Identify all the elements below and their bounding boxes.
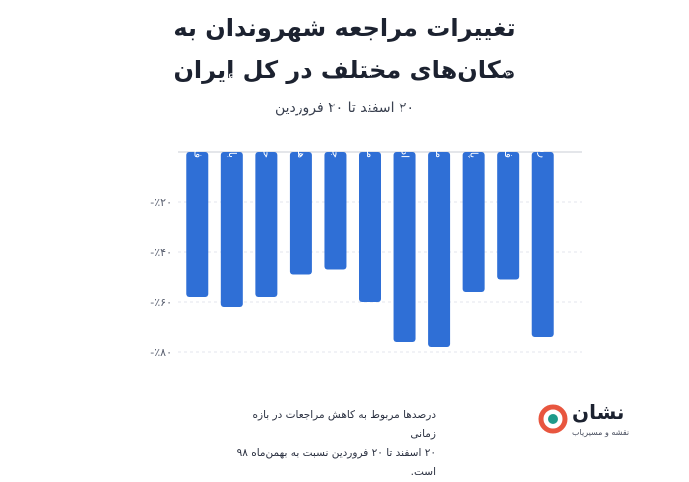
bar (220, 152, 243, 307)
category-label: مراکز خدمات درمانی (364, 65, 376, 158)
brand-name: نشان (572, 400, 625, 424)
brand-tagline: نقشه و مسیریاب (572, 428, 630, 437)
bar (289, 152, 312, 275)
bar (428, 152, 451, 347)
bar (186, 152, 209, 297)
chart-title-line2: مکان‌های مختلف در کل ایران (173, 56, 516, 84)
bar (359, 152, 381, 302)
category-label: هایپرمارکت‌ها (295, 99, 307, 158)
brand-logo: نشان نقشه و مسیریاب (538, 400, 648, 446)
neshan-logo-icon (538, 404, 568, 434)
bar (462, 152, 485, 292)
chart-title-line1: تغییرات مراجعه شهروندان به (173, 14, 516, 42)
bar (324, 152, 347, 270)
category-label: فروشگاه‌ها (191, 110, 204, 158)
category-label: مساجد (433, 128, 445, 158)
category-label: ادارات و سازمان‌ها (399, 76, 411, 158)
chart-subtitle: ۲۰ اسفند تا ۲۰ فروردین (274, 100, 415, 116)
category-label: پارک‌ها (468, 129, 480, 158)
category-label: جایگاه‌های سوخت (329, 80, 342, 158)
y-tick-label: -٪۶۰ (150, 296, 172, 309)
bar-chart: -٪۲۰ -٪۴۰ -٪۶۰ -٪۸۰ فروشگاه‌ها بانک‌ها و خودپ… (150, 51, 582, 359)
category-label: بانک‌ها و خودپردازها (226, 72, 238, 158)
category-label: رستوران و کافی‌شاپ‌ها (537, 56, 549, 159)
y-tick-label: -٪۲۰ (150, 196, 172, 209)
bar (255, 152, 278, 297)
category-label: حمل‌ونقل شهری (260, 85, 272, 158)
bar (531, 152, 554, 337)
y-tick-label: -٪۸۰ (150, 346, 172, 359)
footnote-line1: درصدها مربوط به کاهش مراجعات در بازه زما… (252, 409, 437, 440)
bar (393, 152, 416, 342)
y-tick-label: -٪۴۰ (150, 246, 172, 259)
footnote-line2: ۲۰ اسفند تا ۲۰ فروردین نسبت به بهمن‌ماه … (236, 447, 436, 478)
category-label: فروشگاه‌های مواد غذایی (502, 51, 515, 158)
bar (497, 152, 520, 280)
footnote: درصدها مربوط به کاهش مراجعات در بازه زما… (236, 406, 436, 482)
